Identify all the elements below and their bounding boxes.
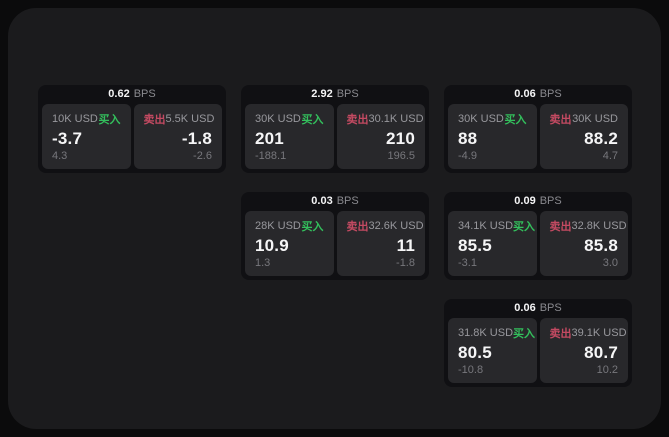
buy-price: 88 [458, 128, 478, 148]
bps-unit: BPS [539, 302, 562, 314]
card-header: 2.92 BPS [245, 85, 425, 104]
sell-delta: 3.0 [602, 257, 618, 269]
card-header: 0.09 BPS [448, 192, 628, 211]
panes: 30K USD 买入 201 -188.1 卖出 30.1K USD 210 1… [245, 104, 425, 169]
quote-card[interactable]: 0.03 BPS 28K USD 买入 10.9 1.3 卖出 32.6K US… [241, 192, 429, 280]
quote-card[interactable]: 0.06 BPS 31.8K USD 买入 80.5 -10.8 卖出 39.1… [444, 299, 632, 387]
bps-unit: BPS [336, 195, 359, 207]
bps-unit: BPS [133, 88, 156, 100]
sell-label: 卖出 [549, 114, 572, 126]
sell-amount: 30.1K USD [368, 113, 424, 125]
sell-price: 80.7 [584, 342, 618, 362]
buy-delta: -188.1 [255, 150, 287, 162]
sell-label: 卖出 [549, 221, 572, 233]
quote-grid: 0.62 BPS 10K USD 买入 -3.7 4.3 卖出 5.5K USD [38, 85, 632, 387]
buy-label: 买入 [301, 221, 324, 233]
buy-delta: -3.1 [458, 257, 477, 269]
buy-price: -3.7 [52, 128, 83, 148]
panes: 28K USD 买入 10.9 1.3 卖出 32.6K USD 11 -1.8 [245, 211, 425, 276]
bps-value: 0.03 [311, 195, 333, 207]
buy-amount: 30K USD [458, 113, 504, 125]
buy-delta: 4.3 [52, 150, 68, 162]
card-header: 0.62 BPS [42, 85, 222, 104]
sell-label: 卖出 [549, 328, 572, 340]
buy-label: 买入 [513, 221, 536, 233]
bps-value: 2.92 [311, 88, 333, 100]
buy-label: 买入 [98, 114, 121, 126]
quote-card[interactable]: 0.09 BPS 34.1K USD 买入 85.5 -3.1 卖出 32.8K… [444, 192, 632, 280]
buy-label: 买入 [513, 328, 536, 340]
buy-amount: 28K USD [255, 220, 301, 232]
sell-delta: -2.6 [193, 150, 212, 162]
sell-label: 卖出 [143, 114, 166, 126]
panes: 34.1K USD 买入 85.5 -3.1 卖出 32.8K USD 85.8… [448, 211, 628, 276]
card-header: 0.06 BPS [448, 85, 628, 104]
buy-label: 买入 [504, 114, 527, 126]
buy-price: 80.5 [458, 342, 492, 362]
buy-pane[interactable]: 30K USD 买入 201 -188.1 [245, 104, 334, 169]
buy-pane[interactable]: 28K USD 买入 10.9 1.3 [245, 211, 334, 276]
sell-label: 卖出 [346, 221, 369, 233]
buy-delta: -10.8 [458, 364, 484, 376]
sell-amount: 32.6K USD [368, 220, 424, 232]
card-header: 0.06 BPS [448, 299, 628, 318]
bps-unit: BPS [539, 88, 562, 100]
sell-pane[interactable]: 卖出 32.8K USD 85.8 3.0 [539, 211, 628, 276]
sell-price: 85.8 [584, 235, 618, 255]
buy-label: 买入 [301, 114, 324, 126]
sell-delta: 4.7 [602, 150, 618, 162]
buy-delta: 1.3 [255, 257, 271, 269]
quote-card[interactable]: 2.92 BPS 30K USD 买入 201 -188.1 卖出 30.1K … [241, 85, 429, 173]
buy-amount: 31.8K USD [458, 327, 514, 339]
bps-unit: BPS [336, 88, 359, 100]
buy-delta: -4.9 [458, 150, 477, 162]
app-panel: 0.62 BPS 10K USD 买入 -3.7 4.3 卖出 5.5K USD [8, 8, 661, 429]
panes: 30K USD 买入 88 -4.9 卖出 30K USD 88.2 4.7 [448, 104, 628, 169]
sell-price: 210 [386, 128, 415, 148]
sell-delta: -1.8 [396, 257, 415, 269]
sell-delta: 10.2 [596, 364, 618, 376]
sell-amount: 5.5K USD [165, 113, 215, 125]
buy-pane[interactable]: 34.1K USD 买入 85.5 -3.1 [448, 211, 537, 276]
sell-price: -1.8 [181, 128, 212, 148]
bps-value: 0.62 [108, 88, 130, 100]
sell-price: 88.2 [584, 128, 618, 148]
bps-value: 0.06 [514, 302, 536, 314]
buy-amount: 10K USD [52, 113, 98, 125]
bps-value: 0.06 [514, 88, 536, 100]
sell-price: 11 [396, 235, 415, 255]
sell-amount: 30K USD [572, 113, 618, 125]
bps-unit: BPS [539, 195, 562, 207]
sell-delta: 196.5 [387, 150, 415, 162]
bps-value: 0.09 [514, 195, 536, 207]
buy-price: 201 [255, 128, 284, 148]
buy-pane[interactable]: 10K USD 买入 -3.7 4.3 [42, 104, 131, 169]
sell-label: 卖出 [346, 114, 369, 126]
quote-card[interactable]: 0.06 BPS 30K USD 买入 88 -4.9 卖出 30K USD [444, 85, 632, 173]
sell-amount: 32.8K USD [571, 220, 627, 232]
sell-pane[interactable]: 卖出 32.6K USD 11 -1.8 [336, 211, 425, 276]
sell-pane[interactable]: 卖出 30K USD 88.2 4.7 [539, 104, 628, 169]
buy-amount: 30K USD [255, 113, 301, 125]
buy-amount: 34.1K USD [458, 220, 514, 232]
card-header: 0.03 BPS [245, 192, 425, 211]
panes: 10K USD 买入 -3.7 4.3 卖出 5.5K USD -1.8 -2.… [42, 104, 222, 169]
buy-pane[interactable]: 31.8K USD 买入 80.5 -10.8 [448, 318, 537, 383]
sell-pane[interactable]: 卖出 5.5K USD -1.8 -2.6 [133, 104, 222, 169]
buy-price: 10.9 [255, 235, 289, 255]
buy-price: 85.5 [458, 235, 492, 255]
sell-pane[interactable]: 卖出 30.1K USD 210 196.5 [336, 104, 425, 169]
panes: 31.8K USD 买入 80.5 -10.8 卖出 39.1K USD 80.… [448, 318, 628, 383]
sell-pane[interactable]: 卖出 39.1K USD 80.7 10.2 [539, 318, 628, 383]
quote-card[interactable]: 0.62 BPS 10K USD 买入 -3.7 4.3 卖出 5.5K USD [38, 85, 226, 173]
sell-amount: 39.1K USD [571, 327, 627, 339]
buy-pane[interactable]: 30K USD 买入 88 -4.9 [448, 104, 537, 169]
